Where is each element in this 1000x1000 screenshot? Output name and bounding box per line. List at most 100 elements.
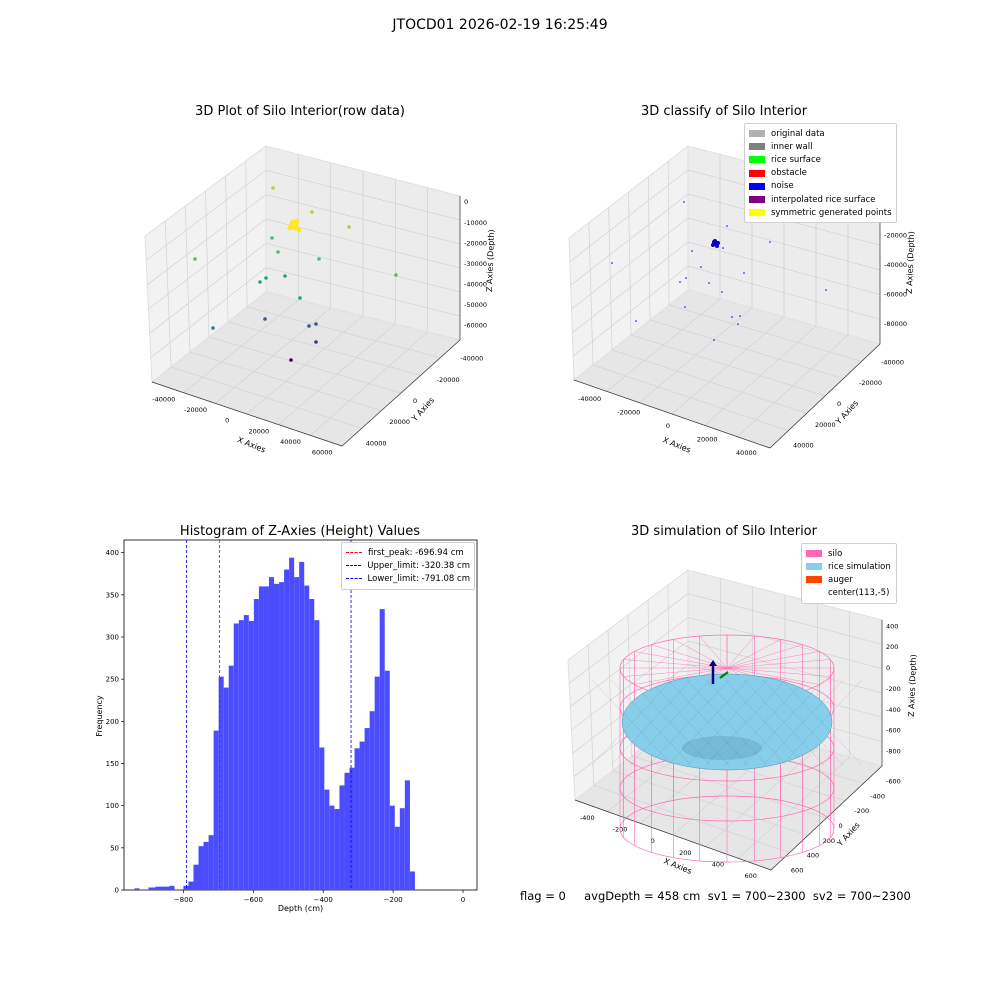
noise-cluster-point — [713, 239, 717, 243]
classify-legend-label: noise — [771, 181, 794, 192]
silo-roof-line — [623, 659, 728, 669]
sim-x-tick-label: 400 — [712, 861, 724, 869]
classify-legend-entry: rice surface — [749, 153, 892, 166]
raw-z-tick-label: -40000 — [464, 281, 487, 289]
histogram-bar — [248, 620, 254, 890]
sim-grid — [570, 616, 883, 707]
sim-z-tick-label: -600 — [886, 727, 901, 735]
classify-legend: original data inner wall rice surface obsta… — [744, 123, 897, 224]
histogram-legend-label: Upper_limit: -320.38 cm — [367, 560, 470, 571]
histogram-bar — [193, 864, 199, 890]
sim-z-tick-label: 200 — [886, 643, 898, 651]
histogram-bar — [243, 615, 249, 890]
histogram-bar — [208, 835, 214, 890]
silo-roof-line — [726, 667, 820, 685]
cls-y-tick-label: -40000 — [881, 358, 904, 366]
simulation-legend-swatch — [806, 563, 822, 571]
histogram-y-axis-label: Frequency — [95, 695, 104, 737]
silo-roof-line — [726, 651, 820, 669]
noise-point — [743, 272, 745, 274]
cls-axes-box — [568, 144, 881, 449]
raw-y-tick-label: -20000 — [437, 376, 460, 384]
histogram-bar — [253, 599, 259, 890]
sim-y-tick-label: 600 — [791, 867, 803, 875]
noise-point — [731, 316, 733, 318]
raw-y-axis-line — [341, 339, 461, 447]
simulation-legend-label: center(113,-5) — [828, 588, 890, 599]
rice-mesh-line — [724, 679, 806, 766]
raw-x-axis-label: X Axies — [236, 435, 267, 454]
raw-data-point — [258, 280, 262, 284]
rice-mesh-line — [629, 679, 711, 766]
classify-legend-entry: noise — [749, 180, 892, 193]
simulation-legend-swatch — [806, 550, 822, 558]
raw-x-tick-label: 40000 — [280, 438, 301, 446]
raw-z-tick-label: -60000 — [464, 322, 487, 330]
histogram-bar — [319, 747, 325, 890]
histogram-y-tick-label: 250 — [106, 676, 119, 684]
raw-data-point — [314, 322, 318, 326]
silo-roof-line — [634, 667, 728, 685]
cls-y-tick-label: 0 — [837, 400, 841, 408]
noise-point — [708, 282, 710, 284]
histogram-bar — [344, 772, 350, 890]
noise-point — [684, 306, 686, 308]
histogram-bar — [238, 620, 244, 890]
raw-data-point — [283, 274, 287, 278]
simulation-legend-label: rice simulation — [828, 561, 891, 572]
sim-x-axis-line — [574, 799, 772, 871]
noise-point — [691, 250, 693, 252]
rice-mesh-line — [762, 679, 844, 766]
raw-grid — [145, 169, 461, 261]
rice-mesh — [591, 679, 863, 766]
histogram-bar — [359, 741, 365, 890]
sim-z-tick-label: -800 — [886, 747, 901, 755]
sim-x-axis-label: X Axies — [662, 856, 693, 875]
raw-data-point — [347, 225, 351, 229]
histogram-x-axis-label: Depth (cm) — [278, 904, 323, 913]
histogram-bar — [369, 711, 375, 890]
raw-data-point — [296, 227, 302, 233]
raw-z-tick-label: -50000 — [464, 301, 487, 309]
silo-roof-line — [726, 667, 831, 677]
rice-mesh-line — [781, 679, 863, 766]
raw-data-point — [193, 257, 197, 261]
histogram-y-tick-label: 150 — [106, 760, 119, 768]
rice-mesh-line — [743, 679, 825, 766]
histogram-bar — [155, 886, 163, 890]
noise-point — [679, 281, 681, 283]
classify-legend-label: original data — [771, 128, 825, 139]
classify-legend-entry: interpolated rice surface — [749, 193, 892, 206]
classify-legend-swatch — [749, 156, 765, 164]
histogram-y-tick-label: 50 — [110, 844, 119, 852]
raw-y-tick-label: -40000 — [460, 355, 483, 363]
histogram-x-tick-label: −200 — [384, 896, 403, 904]
raw-z-tick-label: -30000 — [464, 260, 487, 268]
noise-point — [726, 225, 728, 227]
cls-y-tick-label: -20000 — [859, 379, 882, 387]
noise-cluster-point — [715, 244, 719, 248]
classify-legend-swatch — [749, 182, 765, 190]
noise-point — [722, 247, 724, 249]
histogram-legend-entry: Upper_limit: -320.38 cm — [346, 559, 470, 572]
raw-x-tick-label: -20000 — [184, 406, 207, 414]
rice-mesh-line — [762, 679, 844, 766]
plot1-title: 3D Plot of Silo Interior(row data) — [195, 104, 405, 119]
histogram-legend-entry: Lower_limit: -791.08 cm — [346, 572, 470, 585]
noise-point — [700, 266, 702, 268]
rice-mesh-line — [610, 679, 692, 766]
raw-z-tick-label: -10000 — [464, 219, 487, 227]
noise-point — [635, 320, 637, 322]
histogram-bar — [258, 586, 264, 890]
cls-x-tick-label: -40000 — [578, 395, 601, 403]
noise-cluster-point — [711, 243, 715, 247]
silo-roof-line — [726, 659, 831, 669]
histogram-legend-line — [346, 578, 362, 580]
sim-x-tick-label: 600 — [744, 872, 756, 880]
raw-data-point — [270, 236, 274, 240]
rice-mesh-line — [705, 679, 787, 766]
histogram-bar — [389, 805, 395, 890]
histogram-bar — [274, 583, 280, 890]
histogram-bar — [404, 780, 410, 890]
rice-mesh-line — [648, 679, 730, 766]
